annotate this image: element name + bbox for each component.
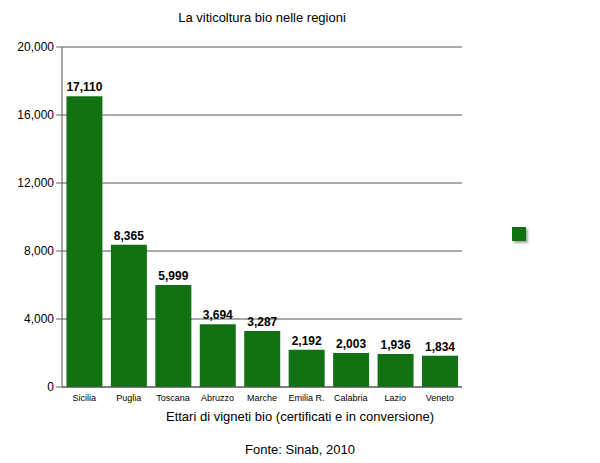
svg-text:5,999: 5,999 xyxy=(158,269,188,283)
svg-text:3,694: 3,694 xyxy=(203,308,233,322)
svg-text:Marche: Marche xyxy=(247,393,277,403)
svg-text:Calabria: Calabria xyxy=(334,393,368,403)
svg-text:Toscana: Toscana xyxy=(156,393,190,403)
svg-text:Abruzzo: Abruzzo xyxy=(201,393,234,403)
svg-text:8,365: 8,365 xyxy=(114,229,144,243)
svg-text:12,000: 12,000 xyxy=(17,176,54,190)
svg-text:16,000: 16,000 xyxy=(17,108,54,122)
svg-text:Emilia R.: Emilia R. xyxy=(288,393,324,403)
svg-text:1,936: 1,936 xyxy=(381,338,411,352)
html-text:Ettari di vigneti bio (certifi: Ettari di vigneti bio (certificati e in … xyxy=(166,409,434,424)
html-text:Fonte: Sinab, 2010: Fonte: Sinab, 2010 xyxy=(245,442,355,457)
svg-text:2,003: 2,003 xyxy=(336,337,366,351)
svg-text:2,192: 2,192 xyxy=(292,334,322,348)
svg-text:0: 0 xyxy=(47,380,54,394)
svg-text:Sicilia: Sicilia xyxy=(72,393,96,403)
svg-text:Lazio: Lazio xyxy=(385,393,407,403)
svg-text:17,110: 17,110 xyxy=(66,80,102,94)
svg-text:Puglia: Puglia xyxy=(116,393,141,403)
svg-text:Veneto: Veneto xyxy=(426,393,454,403)
svg-text:3,287: 3,287 xyxy=(247,315,277,329)
html-text:La viticoltura bio nelle regio: La viticoltura bio nelle regioni xyxy=(178,10,346,25)
svg-text:1,834: 1,834 xyxy=(425,340,455,354)
svg-text:20,000: 20,000 xyxy=(17,40,54,54)
svg-text:4,000: 4,000 xyxy=(24,312,54,326)
svg-text:8,000: 8,000 xyxy=(24,244,54,258)
